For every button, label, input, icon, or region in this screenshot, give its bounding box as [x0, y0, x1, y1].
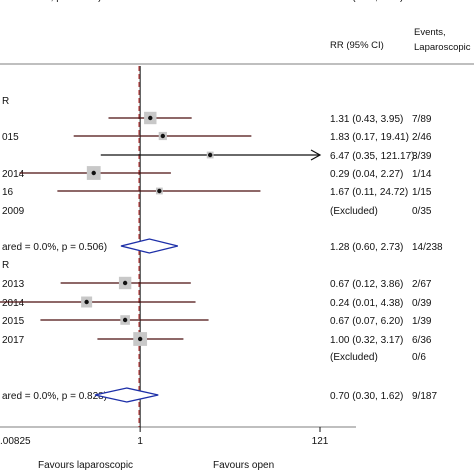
rr-ci-text: 1.67 (0.11, 24.72) — [330, 187, 408, 198]
events-text: 14/238 — [412, 242, 443, 253]
ci-arrow — [310, 149, 322, 161]
rr-ci-text: 1.31 (0.43, 3.95) — [330, 114, 403, 125]
rows-layer: R 1.31 (0.43, 3.95) 7/89 015 1.83 (0.17, 19.… — [0, 0, 443, 403]
pooled-diamond — [94, 387, 159, 403]
row-label: 2014 — [2, 298, 25, 309]
events-text: 1/15 — [412, 187, 432, 198]
point-estimate — [122, 317, 128, 323]
row-label: 015 — [2, 132, 19, 143]
rr-column-header: RR (95% CI) — [330, 40, 384, 51]
row-label: 16 — [2, 187, 14, 198]
point-estimate — [122, 280, 128, 286]
ticks-layer: .00825 1 121 — [0, 427, 329, 447]
x-tick-label: 1 — [137, 436, 143, 447]
pooled-diamond — [120, 238, 178, 254]
rr-ci-text: 6.47 (0.35, 121.17) — [330, 151, 415, 162]
rr-ci-text: 1.00 (0.32, 3.17) — [330, 335, 403, 346]
row-label: ared = 0.0%, p = 0.828) — [2, 391, 107, 402]
row-label: 2014 — [2, 169, 25, 180]
point-estimate — [148, 115, 153, 121]
rr-ci-text: 0.70 (0.30, 1.62) — [330, 391, 403, 402]
events-text: 0/35 — [412, 206, 432, 217]
footer-favours-laparoscopic: Favours laparoscopic — [38, 460, 133, 471]
row-label: red = 0.0%, p = 0.776) — [2, 0, 102, 3]
subgroup-label: R — [2, 260, 9, 271]
events-column-header: Events, — [414, 27, 446, 38]
events-text: 9/187 — [412, 391, 437, 402]
row-label: 2017 — [2, 335, 25, 346]
rr-ci-text: 0.67 (0.12, 3.86) — [330, 279, 403, 290]
events-text: 0/6 — [412, 352, 426, 363]
events-column-subheader: Laparoscopic — [414, 42, 471, 53]
point-estimate — [160, 133, 166, 139]
events-text: 2/46 — [412, 132, 432, 143]
events-text: 6/36 — [412, 335, 432, 346]
rr-ci-text: 1.28 (0.60, 2.73) — [330, 242, 403, 253]
point-estimate — [207, 152, 213, 158]
row-label: 2015 — [2, 316, 25, 327]
rr-ci-text: (Excluded) — [330, 206, 378, 217]
events-text: 2/67 — [412, 279, 432, 290]
point-estimate — [84, 299, 89, 305]
row-label: 2009 — [2, 206, 25, 217]
subgroup-label: R — [2, 96, 9, 107]
events-text: 23/425 — [412, 0, 443, 3]
point-estimate — [157, 188, 162, 194]
events-text: 3/39 — [412, 151, 432, 162]
rr-ci-text: 0.97 (0.56, 1.70) — [330, 0, 403, 3]
events-text: 7/89 — [412, 114, 432, 125]
point-estimate — [91, 170, 96, 176]
rr-ci-text: 0.24 (0.01, 4.38) — [330, 298, 403, 309]
events-text: 1/39 — [412, 316, 432, 327]
events-text: 0/39 — [412, 298, 432, 309]
x-tick-label: 121 — [312, 436, 329, 447]
row-label: 2013 — [2, 279, 25, 290]
x-tick-label: .00825 — [0, 436, 31, 447]
rr-ci-text: 0.29 (0.04, 2.27) — [330, 169, 403, 180]
row-label: ared = 0.0%, p = 0.506) — [2, 242, 107, 253]
rr-ci-text: 1.83 (0.17, 19.41) — [330, 132, 409, 143]
rr-ci-text: 0.67 (0.07, 6.20) — [330, 316, 403, 327]
point-estimate — [137, 336, 143, 342]
footer-favours-open: Favours open — [213, 460, 274, 471]
events-text: 1/14 — [412, 169, 432, 180]
rr-ci-text: (Excluded) — [330, 352, 378, 363]
